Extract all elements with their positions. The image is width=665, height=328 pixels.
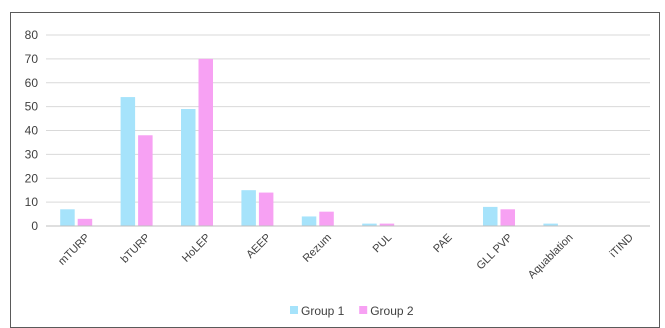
legend: Group 1 Group 2 bbox=[290, 304, 414, 318]
y-tick-label: 70 bbox=[25, 52, 39, 66]
bar-bturp-group-1 bbox=[120, 97, 136, 226]
y-tick-label: 10 bbox=[25, 195, 39, 209]
bar-holep-group-2 bbox=[198, 58, 213, 226]
x-tick-label: bTURP bbox=[119, 232, 153, 266]
y-axis-ticks: 0 10 20 30 40 50 60 70 80 bbox=[25, 28, 39, 233]
bar-pul-group-2 bbox=[379, 223, 395, 226]
x-tick-label: PUL bbox=[371, 232, 395, 256]
y-tick-label: 40 bbox=[25, 124, 39, 138]
x-tick-label: Aquablation bbox=[526, 232, 576, 282]
gridlines bbox=[46, 34, 650, 203]
bar-mturp-group-2 bbox=[77, 218, 93, 226]
bar-rezum-group-2 bbox=[319, 211, 334, 226]
bar-holep-group-1 bbox=[181, 109, 196, 226]
bar-aeep-group-2 bbox=[258, 192, 274, 226]
bar-gll-pvp-group-2 bbox=[500, 209, 515, 226]
x-tick-label: AEEP bbox=[244, 232, 273, 261]
y-tick-label: 60 bbox=[25, 76, 39, 90]
x-tick-label: iTIND bbox=[608, 232, 636, 260]
bar-aeep-group-1 bbox=[241, 190, 256, 226]
y-tick-label: 20 bbox=[25, 171, 39, 185]
bar-mturp-group-1 bbox=[60, 209, 75, 226]
x-axis-category-labels: mTURP bTURP HoLEP AEEP Rezum PUL PAE GLL PVP Aqu… bbox=[56, 232, 636, 282]
bar-gll-pvp-group-1 bbox=[483, 206, 498, 226]
y-tick-label: 30 bbox=[25, 147, 39, 161]
x-tick-label: mTURP bbox=[56, 232, 92, 268]
bar-aquablation-group-1 bbox=[543, 223, 558, 226]
legend-swatch bbox=[359, 306, 368, 314]
bar-pul-group-1 bbox=[362, 223, 377, 226]
x-tick-label: HoLEP bbox=[180, 232, 213, 265]
x-tick-label: GLL PVP bbox=[474, 232, 515, 273]
bars bbox=[60, 58, 558, 226]
y-tick-label: 80 bbox=[25, 28, 39, 42]
x-tick-label: PAE bbox=[431, 232, 454, 255]
y-tick-label: 0 bbox=[31, 219, 38, 233]
legend-label: Group 2 bbox=[370, 304, 414, 318]
x-tick-label: Rezum bbox=[301, 232, 334, 265]
chart-frame bbox=[10, 12, 660, 328]
y-tick-label: 50 bbox=[25, 100, 39, 114]
legend-swatch bbox=[290, 306, 298, 314]
legend-label: Group 1 bbox=[301, 304, 345, 318]
bar-bturp-group-2 bbox=[138, 135, 153, 226]
bar-rezum-group-1 bbox=[301, 216, 317, 226]
